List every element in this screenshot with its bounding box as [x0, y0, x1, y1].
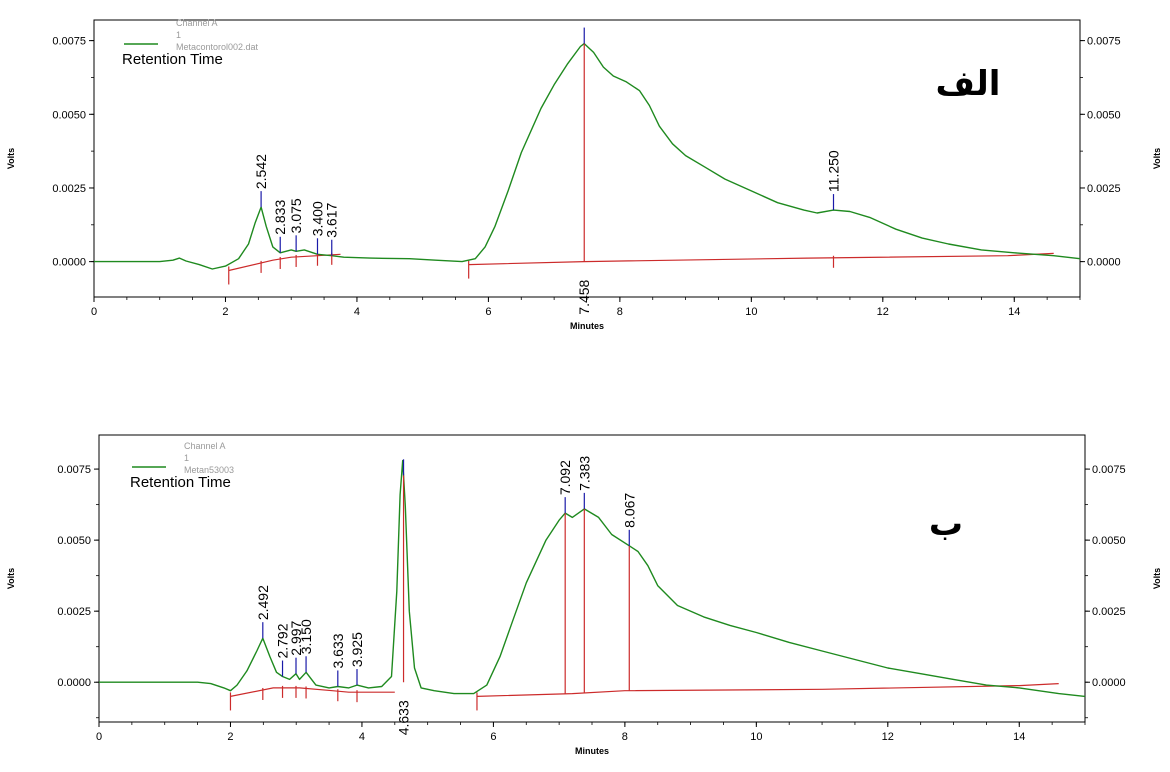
peak-label: 3.150 — [298, 619, 314, 654]
plot-frame — [94, 20, 1080, 297]
right-y-tick-label: 0.0000 — [1092, 677, 1126, 689]
y-tick-label: 0.0025 — [57, 606, 91, 618]
x-tick-label: 2 — [227, 731, 233, 743]
x-tick-label: 2 — [222, 306, 228, 318]
integration-baseline — [477, 684, 1059, 697]
x-tick-label: 8 — [617, 306, 623, 318]
x-tick-label: 14 — [1008, 306, 1020, 318]
signal-trace — [99, 461, 1085, 697]
peak-label: 7.458 — [576, 279, 592, 314]
right-y-tick-label: 0.0050 — [1087, 109, 1121, 121]
x-tick-label: 4 — [359, 731, 365, 743]
y-axis-label: Volts — [6, 148, 16, 169]
peak-label: 2.833 — [272, 200, 288, 235]
legend-method: Retention Time — [122, 51, 223, 68]
x-tick-label: 6 — [490, 731, 496, 743]
x-tick-label: 12 — [882, 731, 894, 743]
peak-label: 3.633 — [330, 633, 346, 668]
panel-label: ب — [929, 504, 963, 544]
legend-channel: Channel A — [176, 18, 218, 28]
y-tick-label: 0.0075 — [52, 36, 86, 48]
legend-index: 1 — [176, 30, 181, 40]
right-y-tick-label: 0.0075 — [1092, 464, 1126, 476]
x-tick-label: 6 — [485, 306, 491, 318]
y-tick-label: 0.0000 — [52, 257, 86, 269]
x-tick-label: 4 — [354, 306, 360, 318]
right-y-axis-label: Volts — [1152, 568, 1162, 589]
x-tick-label: 8 — [622, 731, 628, 743]
y-axis-label: Volts — [6, 568, 16, 589]
peak-label: 4.633 — [396, 700, 412, 735]
panel-label: الف — [936, 64, 1001, 104]
x-tick-label: 12 — [877, 306, 889, 318]
right-y-tick-label: 0.0000 — [1087, 257, 1121, 269]
chart-panel-bottom: 0 2 4 6 8 10 12 14 0.0000 0.0025 0.0050 0.0075 0.000… — [6, 435, 1162, 756]
y-tick-label: 0.0025 — [52, 183, 86, 195]
peak-label: 11.250 — [826, 150, 842, 192]
x-axis-label: Minutes — [575, 746, 609, 756]
peak-label: 8.067 — [621, 493, 637, 528]
integration-baseline — [229, 254, 341, 270]
peak-label: 2.542 — [253, 154, 269, 189]
chart-panel-top: 0 2 4 6 8 10 12 14 0.0000 0.0025 0.0050 0.0075 0.000… — [6, 18, 1162, 331]
signal-trace — [94, 44, 1080, 269]
peak-label: 7.383 — [576, 456, 592, 491]
right-y-tick-label: 0.0025 — [1087, 183, 1121, 195]
x-tick-label: 10 — [745, 306, 757, 318]
y-tick-label: 0.0050 — [52, 109, 86, 121]
right-y-tick-label: 0.0025 — [1092, 606, 1126, 618]
x-tick-label: 10 — [750, 731, 762, 743]
right-y-tick-label: 0.0050 — [1092, 535, 1126, 547]
y-tick-label: 0.0000 — [57, 677, 91, 689]
x-axis-label: Minutes — [570, 321, 604, 331]
legend-channel: Channel A — [184, 441, 226, 451]
integration-baseline — [231, 688, 395, 697]
x-tick-label: 0 — [96, 731, 102, 743]
legend-method: Retention Time — [130, 474, 231, 491]
right-y-tick-label: 0.0075 — [1087, 36, 1121, 48]
peak-label: 7.092 — [557, 460, 573, 495]
right-y-axis-label: Volts — [1152, 148, 1162, 169]
legend-index: 1 — [184, 453, 189, 463]
peak-label: 3.925 — [349, 632, 365, 667]
integration-baseline — [469, 253, 1054, 264]
x-tick-label: 0 — [91, 306, 97, 318]
y-tick-label: 0.0050 — [57, 535, 91, 547]
x-tick-label: 14 — [1013, 731, 1025, 743]
y-tick-label: 0.0075 — [57, 464, 91, 476]
peak-label: 2.492 — [255, 585, 271, 620]
peak-label: 3.617 — [324, 202, 340, 237]
peak-label: 3.075 — [288, 198, 304, 233]
